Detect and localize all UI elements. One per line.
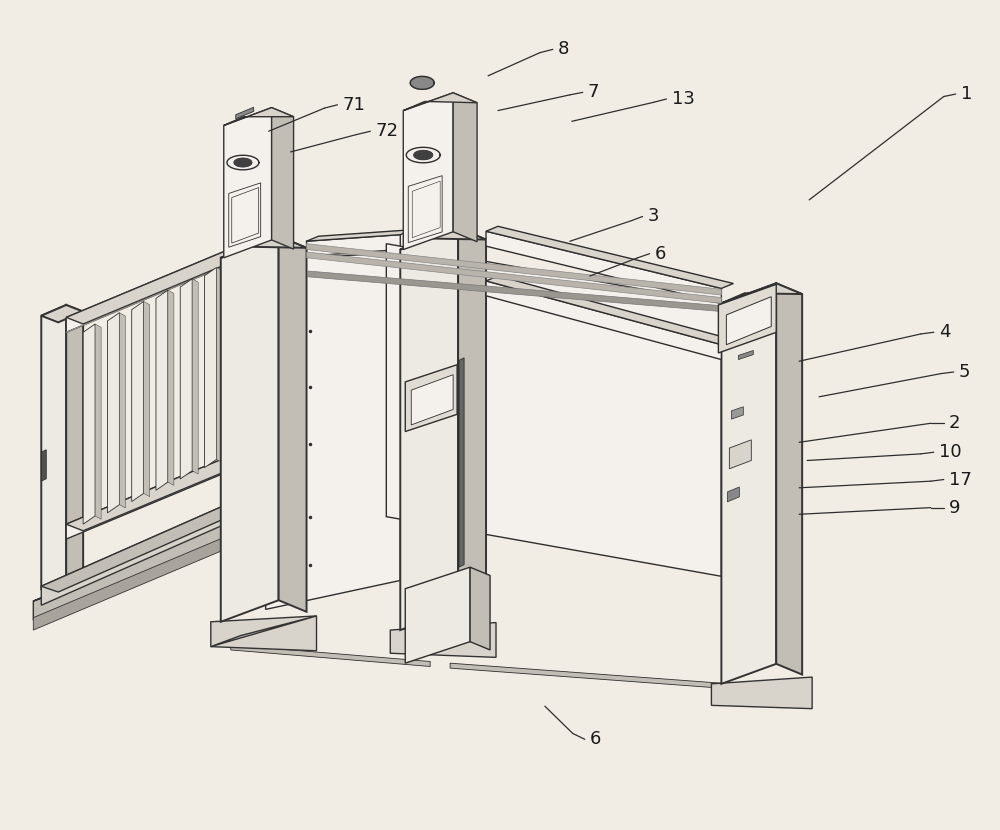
Polygon shape	[224, 108, 272, 258]
Polygon shape	[307, 230, 412, 242]
Polygon shape	[234, 159, 252, 167]
Polygon shape	[400, 228, 458, 630]
Polygon shape	[486, 232, 721, 303]
Text: 5: 5	[959, 363, 970, 381]
Polygon shape	[33, 508, 259, 601]
Polygon shape	[266, 254, 400, 609]
Polygon shape	[400, 228, 486, 250]
Polygon shape	[731, 407, 743, 419]
Text: 3: 3	[648, 208, 659, 226]
Text: 1: 1	[961, 85, 972, 103]
Text: 8: 8	[558, 41, 569, 58]
Polygon shape	[403, 93, 453, 250]
Polygon shape	[307, 290, 400, 307]
Polygon shape	[211, 616, 317, 651]
Polygon shape	[308, 271, 722, 311]
Polygon shape	[711, 677, 812, 709]
Polygon shape	[66, 457, 229, 539]
Polygon shape	[721, 283, 802, 303]
Polygon shape	[453, 93, 477, 242]
Polygon shape	[307, 252, 721, 303]
Text: 2: 2	[949, 414, 960, 432]
Text: 7: 7	[588, 83, 599, 101]
Polygon shape	[403, 93, 477, 110]
Polygon shape	[405, 364, 457, 432]
Polygon shape	[229, 256, 241, 456]
Text: 17: 17	[949, 471, 972, 489]
Text: 71: 71	[342, 95, 365, 114]
Polygon shape	[41, 450, 46, 481]
Polygon shape	[132, 301, 144, 501]
Polygon shape	[390, 622, 496, 657]
Polygon shape	[66, 250, 246, 324]
Polygon shape	[411, 374, 453, 425]
Polygon shape	[408, 176, 442, 242]
Polygon shape	[458, 228, 486, 620]
Text: 4: 4	[939, 323, 950, 341]
Polygon shape	[279, 237, 307, 612]
Polygon shape	[486, 276, 733, 344]
Polygon shape	[776, 283, 802, 675]
Polygon shape	[41, 504, 246, 592]
Polygon shape	[216, 267, 222, 462]
Polygon shape	[307, 244, 721, 295]
Polygon shape	[41, 504, 229, 605]
Polygon shape	[231, 645, 430, 666]
Polygon shape	[33, 533, 236, 630]
Text: 9: 9	[949, 499, 960, 516]
Polygon shape	[144, 301, 150, 496]
Polygon shape	[241, 256, 247, 452]
Polygon shape	[470, 567, 490, 650]
Polygon shape	[721, 283, 776, 684]
Text: 6: 6	[655, 245, 666, 262]
Polygon shape	[229, 183, 261, 247]
Polygon shape	[95, 324, 101, 520]
Polygon shape	[307, 286, 412, 292]
Polygon shape	[156, 290, 168, 491]
Polygon shape	[33, 516, 236, 620]
Polygon shape	[727, 487, 739, 502]
Polygon shape	[386, 244, 721, 576]
Polygon shape	[486, 227, 733, 289]
Polygon shape	[459, 358, 464, 567]
Polygon shape	[221, 237, 307, 258]
Polygon shape	[272, 108, 294, 249]
Polygon shape	[738, 350, 753, 359]
Polygon shape	[107, 313, 119, 513]
Polygon shape	[168, 290, 174, 486]
Text: 10: 10	[939, 443, 961, 461]
Polygon shape	[66, 457, 246, 531]
Polygon shape	[119, 313, 125, 508]
Polygon shape	[236, 107, 254, 119]
Polygon shape	[414, 150, 433, 159]
Polygon shape	[718, 285, 776, 353]
Polygon shape	[405, 567, 470, 663]
Polygon shape	[486, 281, 721, 359]
Polygon shape	[41, 305, 66, 588]
Text: 13: 13	[672, 90, 694, 108]
Polygon shape	[66, 305, 83, 584]
Polygon shape	[83, 324, 95, 525]
Polygon shape	[211, 616, 317, 647]
Polygon shape	[221, 237, 279, 622]
Text: 72: 72	[375, 122, 398, 140]
Polygon shape	[450, 663, 741, 690]
Text: 6: 6	[590, 730, 601, 749]
Polygon shape	[410, 76, 434, 90]
Polygon shape	[192, 279, 198, 474]
Polygon shape	[180, 279, 192, 479]
Polygon shape	[726, 296, 771, 344]
Polygon shape	[224, 108, 294, 125]
Polygon shape	[307, 235, 400, 256]
Polygon shape	[204, 267, 216, 467]
Polygon shape	[729, 440, 751, 469]
Polygon shape	[66, 250, 229, 332]
Polygon shape	[41, 305, 83, 322]
